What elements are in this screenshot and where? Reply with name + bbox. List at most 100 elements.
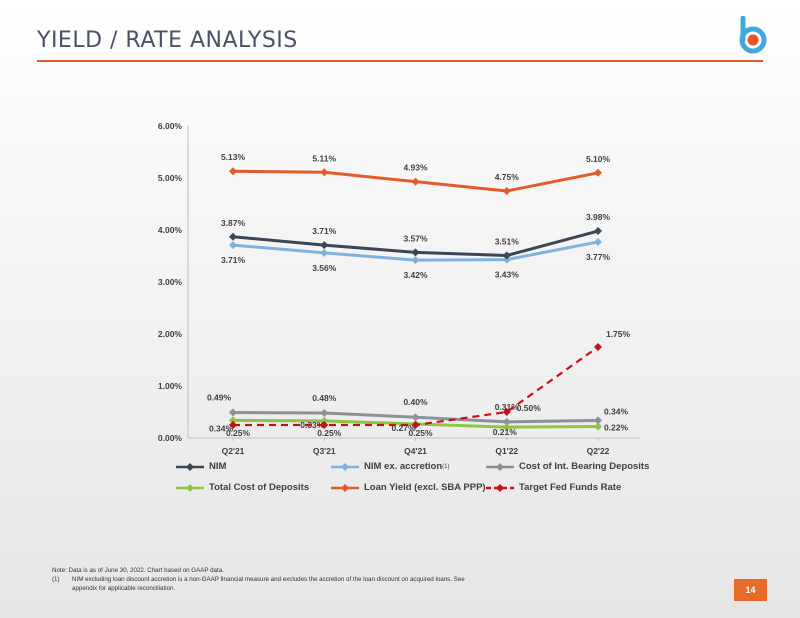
data-point-target-fed-funds-rate xyxy=(411,421,420,429)
x-tick-label: Q2'22 xyxy=(587,446,610,456)
data-point-loan-yield-excl-sba-ppp xyxy=(594,168,602,177)
data-label-nim-ex-accretion: 3.42% xyxy=(403,270,428,280)
data-label-cost-of-int-bearing-deposits: 0.40% xyxy=(403,397,428,407)
data-point-cost-of-int-bearing-deposits xyxy=(502,417,511,426)
y-tick-label: 4.00% xyxy=(158,225,183,235)
data-point-nim-ex-accretion xyxy=(594,237,602,246)
legend-label: Target Fed Funds Rate xyxy=(519,482,622,493)
data-label-target-fed-funds-rate: 0.50% xyxy=(517,403,542,413)
legend-swatch-icon xyxy=(486,483,514,492)
data-point-total-cost-of-deposits xyxy=(502,423,511,432)
legend-label: Total Cost of Deposits xyxy=(209,482,310,493)
data-point-target-fed-funds-rate xyxy=(229,421,237,429)
legend-item-cost-of-int-bearing-deposits: Cost of Int. Bearing Deposits xyxy=(485,461,649,472)
data-label-loan-yield-excl-sba-ppp: 4.93% xyxy=(403,163,428,173)
data-label-nim-ex-accretion: 3.56% xyxy=(312,263,337,273)
page-number: 14 xyxy=(734,579,767,601)
data-point-cost-of-int-bearing-deposits xyxy=(594,416,602,425)
data-point-nim xyxy=(502,251,511,260)
line-chart: 0.00% 1.00% 2.00% 3.00% 4.00% 5.00% 6.00% Q2'21… xyxy=(158,121,640,456)
legend-label: Loan Yield (excl. SBA PPP) xyxy=(364,482,486,493)
data-point-nim-ex-accretion xyxy=(229,241,237,250)
data-point-nim xyxy=(411,248,420,257)
legend-item-nim: NIM xyxy=(175,461,226,472)
data-label-cost-of-int-bearing-deposits: 0.49% xyxy=(207,393,232,403)
legend-item-target-fed-funds-rate: Target Fed Funds Rate xyxy=(485,482,621,493)
data-label-target-fed-funds-rate: 0.25% xyxy=(317,428,342,438)
page-title: YIELD / RATE ANALYSIS xyxy=(37,28,298,53)
legend-item-nim-ex-accretion: NIM ex. accretion (1) xyxy=(330,461,449,472)
data-point-cost-of-int-bearing-deposits xyxy=(320,409,329,418)
data-point-target-fed-funds-rate xyxy=(502,408,511,416)
data-point-cost-of-int-bearing-deposits xyxy=(229,408,237,417)
data-label-nim-ex-accretion: 3.77% xyxy=(586,252,611,262)
legend-swatch-icon xyxy=(331,483,359,492)
data-label-total-cost-of-deposits: 0.33% xyxy=(300,420,325,430)
data-point-loan-yield-excl-sba-ppp xyxy=(320,168,329,177)
data-point-nim xyxy=(320,241,329,250)
footnote-mark: (1) xyxy=(52,576,60,583)
data-label-cost-of-int-bearing-deposits: 0.34% xyxy=(604,406,629,416)
data-point-nim-ex-accretion xyxy=(411,256,420,265)
data-point-nim-ex-accretion xyxy=(502,255,511,264)
x-tick-label: Q2'21 xyxy=(222,446,245,456)
data-point-nim-ex-accretion xyxy=(320,248,329,257)
legend-swatch-icon xyxy=(176,462,204,471)
y-tick-label: 5.00% xyxy=(158,173,183,183)
data-point-loan-yield-excl-sba-ppp xyxy=(502,187,511,195)
legend-item-loan-yield-excl-sba-ppp: Loan Yield (excl. SBA PPP) xyxy=(330,482,486,493)
b-logo-icon xyxy=(739,16,767,54)
legend-label: NIM ex. accretion xyxy=(364,461,443,472)
data-label-loan-yield-excl-sba-ppp: 5.13% xyxy=(221,152,246,162)
data-point-total-cost-of-deposits xyxy=(229,416,237,425)
x-tick-label: Q3'21 xyxy=(313,446,336,456)
x-tick-label: Q4'21 xyxy=(404,446,427,456)
y-tick-label: 0.00% xyxy=(158,433,183,443)
legend-label: Cost of Int. Bearing Deposits xyxy=(519,461,650,472)
data-label-total-cost-of-deposits: 0.22% xyxy=(604,423,629,433)
data-point-total-cost-of-deposits xyxy=(594,422,602,431)
data-label-nim: 3.51% xyxy=(495,236,520,246)
y-tick-label: 2.00% xyxy=(158,329,183,339)
data-point-total-cost-of-deposits xyxy=(320,416,329,425)
data-label-nim: 3.87% xyxy=(221,218,246,228)
data-label-nim: 3.71% xyxy=(312,226,337,236)
data-label-total-cost-of-deposits: 0.27% xyxy=(391,423,416,433)
data-label-total-cost-of-deposits: 0.21% xyxy=(493,427,518,437)
data-label-cost-of-int-bearing-deposits: 0.48% xyxy=(312,393,337,403)
legend-swatch-icon xyxy=(486,462,514,471)
data-label-nim-ex-accretion: 3.71% xyxy=(221,255,246,265)
data-label-target-fed-funds-rate: 0.25% xyxy=(226,428,251,438)
data-label-loan-yield-excl-sba-ppp: 5.11% xyxy=(312,153,336,163)
chart-legend: NIM NIM ex. accretion (1) Cost of Int. Be… xyxy=(175,461,649,501)
data-label-target-fed-funds-rate: 0.25% xyxy=(408,428,433,438)
y-tick-label: 3.00% xyxy=(158,277,183,287)
footnote: Note: Data is as of June 30, 2022. Chart… xyxy=(52,566,472,593)
data-label-nim: 3.57% xyxy=(403,233,428,243)
x-tick-label: Q1'22 xyxy=(495,446,518,456)
data-point-target-fed-funds-rate xyxy=(320,421,329,429)
legend-swatch-icon xyxy=(331,462,359,471)
data-label-total-cost-of-deposits: 0.34% xyxy=(209,423,234,433)
legend-item-total-cost-of-deposits: Total Cost of Deposits xyxy=(175,482,309,493)
data-point-nim xyxy=(594,227,602,236)
legend-label: NIM xyxy=(209,461,227,472)
data-label-nim-ex-accretion: 3.43% xyxy=(495,270,520,280)
data-point-loan-yield-excl-sba-ppp xyxy=(411,177,420,186)
y-tick-label: 6.00% xyxy=(158,121,183,131)
legend-superscript: (1) xyxy=(442,463,450,470)
data-label-nim: 3.98% xyxy=(586,212,611,222)
data-label-cost-of-int-bearing-deposits: 0.31% xyxy=(495,402,520,412)
legend-swatch-icon xyxy=(176,483,204,492)
data-label-loan-yield-excl-sba-ppp: 5.10% xyxy=(586,154,611,164)
footnote-text: NIM excluding loan discount accretion is… xyxy=(72,576,465,592)
data-point-cost-of-int-bearing-deposits xyxy=(411,413,420,422)
title-divider xyxy=(37,60,763,62)
data-point-nim xyxy=(229,232,237,241)
footnote-note: Note: Data is as of June 30, 2022. Chart… xyxy=(52,567,224,574)
data-point-target-fed-funds-rate xyxy=(594,343,602,351)
data-label-target-fed-funds-rate: 1.75% xyxy=(606,329,631,339)
y-tick-label: 1.00% xyxy=(158,381,183,391)
data-label-loan-yield-excl-sba-ppp: 4.75% xyxy=(495,172,520,182)
data-point-loan-yield-excl-sba-ppp xyxy=(229,167,237,176)
